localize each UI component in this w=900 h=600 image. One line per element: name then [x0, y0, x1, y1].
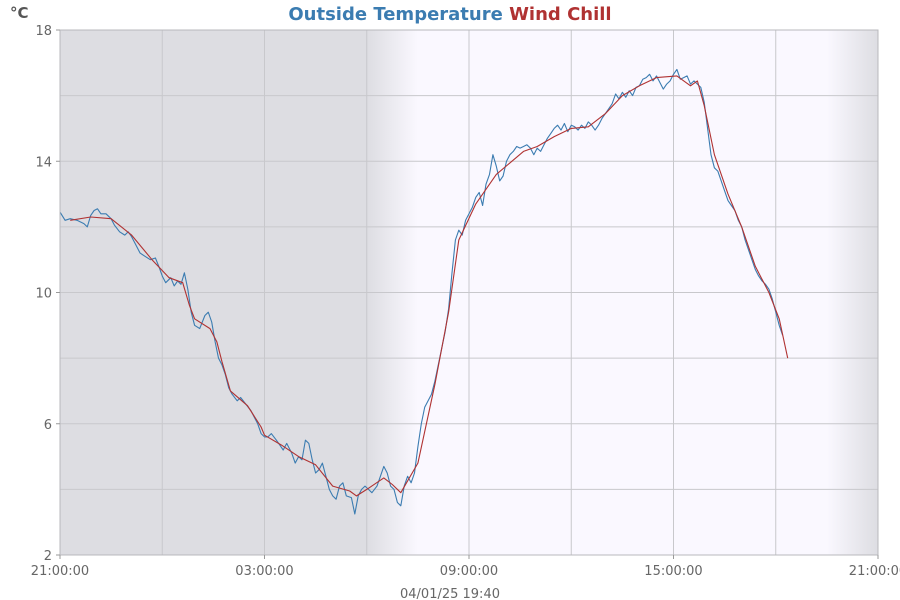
wind-chill-line	[70, 75, 789, 497]
y-tick-label: 18	[35, 24, 52, 39]
title-part: Outside Temperature	[288, 4, 502, 25]
series-group	[59, 68, 789, 515]
grid-lines	[60, 30, 878, 555]
chart-footer-timestamp: 04/01/25 19:40	[400, 587, 500, 600]
x-tick-label: 15:00:00	[644, 564, 702, 579]
title-part: Wind Chill	[503, 4, 612, 25]
x-tick-label: 21:00:00	[849, 564, 900, 579]
y-tick-label: 2	[44, 549, 52, 564]
chart-title: Outside Temperature Wind Chill	[288, 4, 611, 25]
y-tick-label: 14	[35, 155, 52, 170]
y-axis-unit-label: °C	[10, 4, 29, 22]
axes: 2 6 10 14 18 21:00:00 03:00:00 09:00:00 15:00:00…	[31, 24, 900, 579]
x-tick-label: 09:00:00	[440, 564, 498, 579]
y-tick-label: 6	[44, 418, 52, 433]
y-tick-label: 10	[35, 287, 52, 302]
x-tick-label: 21:00:00	[31, 564, 89, 579]
x-tick-label: 03:00:00	[235, 564, 293, 579]
